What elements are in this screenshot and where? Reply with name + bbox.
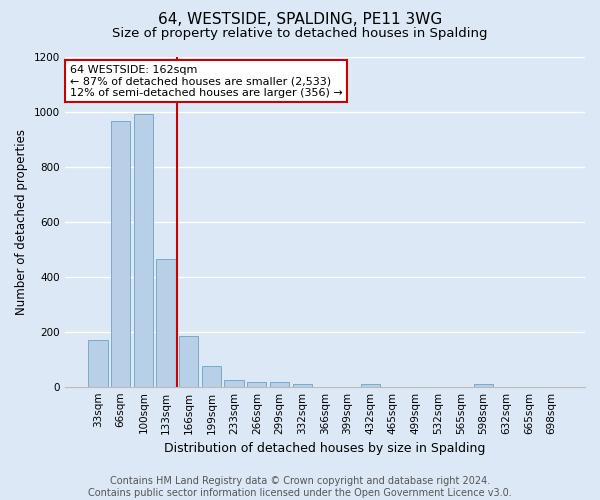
Bar	[179, 336, 199, 386]
Bar	[111, 121, 130, 386]
Text: 64, WESTSIDE, SPALDING, PE11 3WG: 64, WESTSIDE, SPALDING, PE11 3WG	[158, 12, 442, 28]
Text: Contains HM Land Registry data © Crown copyright and database right 2024.
Contai: Contains HM Land Registry data © Crown c…	[88, 476, 512, 498]
Y-axis label: Number of detached properties: Number of detached properties	[15, 128, 28, 314]
Bar	[224, 380, 244, 386]
X-axis label: Distribution of detached houses by size in Spalding: Distribution of detached houses by size …	[164, 442, 485, 455]
Bar	[157, 258, 176, 386]
Bar	[247, 382, 266, 386]
Bar	[361, 384, 380, 386]
Bar	[88, 340, 107, 386]
Bar	[202, 366, 221, 386]
Bar	[134, 114, 153, 386]
Bar	[474, 384, 493, 386]
Text: Size of property relative to detached houses in Spalding: Size of property relative to detached ho…	[112, 28, 488, 40]
Bar	[293, 384, 312, 386]
Bar	[270, 382, 289, 386]
Text: 64 WESTSIDE: 162sqm
← 87% of detached houses are smaller (2,533)
12% of semi-det: 64 WESTSIDE: 162sqm ← 87% of detached ho…	[70, 65, 343, 98]
